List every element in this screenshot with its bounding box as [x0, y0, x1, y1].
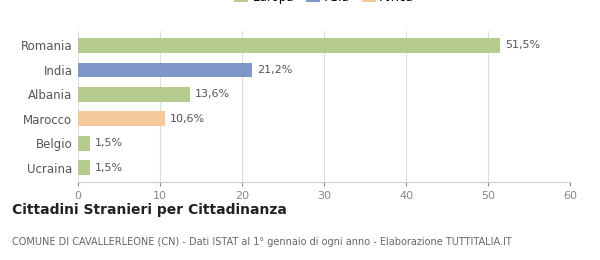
Text: 13,6%: 13,6%	[194, 89, 230, 99]
Bar	[78, 87, 190, 102]
Legend: Europa, Asia, Africa: Europa, Asia, Africa	[232, 0, 416, 6]
Text: 21,2%: 21,2%	[257, 65, 292, 75]
Text: 10,6%: 10,6%	[170, 114, 205, 124]
Text: 1,5%: 1,5%	[95, 138, 124, 148]
Bar	[78, 136, 90, 151]
Text: COMUNE DI CAVALLERLEONE (CN) - Dati ISTAT al 1° gennaio di ogni anno - Elaborazi: COMUNE DI CAVALLERLEONE (CN) - Dati ISTA…	[12, 237, 512, 246]
Bar	[78, 38, 500, 53]
Bar	[78, 112, 165, 126]
Text: Cittadini Stranieri per Cittadinanza: Cittadini Stranieri per Cittadinanza	[12, 203, 287, 217]
Bar	[78, 63, 252, 77]
Text: 51,5%: 51,5%	[505, 40, 541, 50]
Bar	[78, 160, 90, 175]
Text: 1,5%: 1,5%	[95, 163, 124, 173]
